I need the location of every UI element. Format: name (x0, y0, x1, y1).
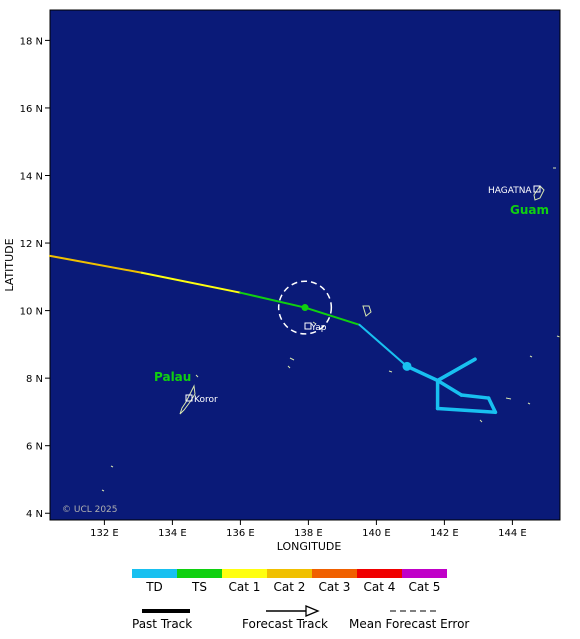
lon-tick-label: 140 E (362, 528, 391, 539)
legend-label: Cat 4 (364, 580, 396, 594)
forecast-track-segment (459, 393, 491, 400)
lon-tick-label: 136 E (226, 528, 255, 539)
forecast-track-segment (435, 378, 464, 397)
atoll-7 (110, 465, 114, 468)
yap-marker (304, 322, 312, 330)
past-track-segment (239, 291, 306, 309)
forecast-track-legend-label: Forecast Track (242, 617, 328, 631)
forecast-track (405, 357, 498, 415)
palau-label: Palau (154, 370, 191, 384)
legend-swatch-cat-4 (357, 569, 402, 578)
forecast-track-segment (435, 406, 498, 415)
legend-label: Cat 2 (274, 580, 306, 594)
guam-label: Guam (510, 203, 549, 217)
atoll-1 (287, 357, 295, 369)
lon-tick-label: 132 E (90, 528, 119, 539)
lon-tick-label: 134 E (158, 528, 187, 539)
forecast-track-segment (486, 396, 498, 415)
forecast-track-segment (405, 364, 440, 383)
legend-swatch-cat-1 (222, 569, 267, 578)
forecast-track-segment (435, 357, 477, 383)
current-position-marker (301, 304, 309, 312)
track-type-legend: Past Track Forecast Track Mean Forecast … (132, 605, 469, 631)
legend-swatch-cat-2 (267, 569, 312, 578)
atoll-8 (101, 489, 105, 492)
lat-tick-label: 10 N (20, 307, 43, 318)
legend-swatch-cat-3 (312, 569, 357, 578)
lat-tick-label: 4 N (26, 509, 43, 520)
past-track-segment (358, 323, 408, 368)
ulithi-atoll (362, 305, 372, 317)
past-track-segment (304, 306, 361, 326)
legend-label: Cat 1 (229, 580, 261, 594)
atoll-2 (505, 397, 512, 400)
legend-swatch-td (132, 569, 177, 578)
x-axis-title: LONGITUDE (277, 540, 342, 553)
legend-label: Cat 3 (319, 580, 351, 594)
mean-error-legend-label: Mean Forecast Error (349, 617, 469, 631)
legend-label: TS (191, 580, 207, 594)
y-axis-title: LATITUDE (3, 238, 16, 291)
lon-tick-label: 138 E (294, 528, 323, 539)
lat-tick-label: 16 N (20, 104, 43, 115)
yap-islands (312, 321, 317, 325)
lon-tick-label: 144 E (498, 528, 527, 539)
legend-label: Cat 5 (409, 580, 441, 594)
category-legend: TD TS Cat 1 Cat 2 Cat 3 Cat 4 Cat 5 (132, 569, 447, 594)
past-track-segment (140, 271, 242, 294)
atoll-4 (479, 419, 483, 423)
lat-tick-label: 6 N (26, 442, 43, 453)
guam-island (533, 185, 545, 201)
atoll-3 (527, 402, 531, 405)
palau-small (195, 374, 199, 378)
past-track-segment (49, 254, 143, 274)
lon-tick-label: 142 E (430, 528, 459, 539)
past-track (49, 254, 408, 368)
map-axes: 132 E 134 E 136 E 138 E 140 E 142 E 144 E 18 N 1… (20, 9, 561, 539)
forecast-position-marker (402, 361, 412, 371)
lat-tick-label: 8 N (26, 374, 43, 385)
axis-frame (49, 9, 561, 521)
palau-islands (179, 384, 196, 415)
koror-marker (185, 394, 193, 402)
past-track-legend-label: Past Track (132, 617, 192, 631)
legend-swatch-cat-5 (402, 569, 447, 578)
legend-label: TD (145, 580, 163, 594)
lat-tick-label: 12 N (20, 239, 43, 250)
ocean-background (50, 10, 560, 520)
hagatna-label: HAGATNA (488, 186, 532, 196)
lat-tick-label: 14 N (20, 171, 43, 182)
hagatna-marker (533, 185, 541, 193)
lat-tick-label: 18 N (20, 36, 43, 47)
legend-swatch-ts (177, 569, 222, 578)
koror-label: Koror (194, 395, 218, 405)
atoll-5 (529, 355, 533, 358)
forecast-track-legend-arrow (305, 605, 320, 617)
fais-island (388, 370, 393, 373)
yap-label: Yap (310, 323, 327, 333)
copyright: © UCL 2025 (62, 505, 118, 515)
mean-forecast-error-circle (277, 280, 333, 335)
